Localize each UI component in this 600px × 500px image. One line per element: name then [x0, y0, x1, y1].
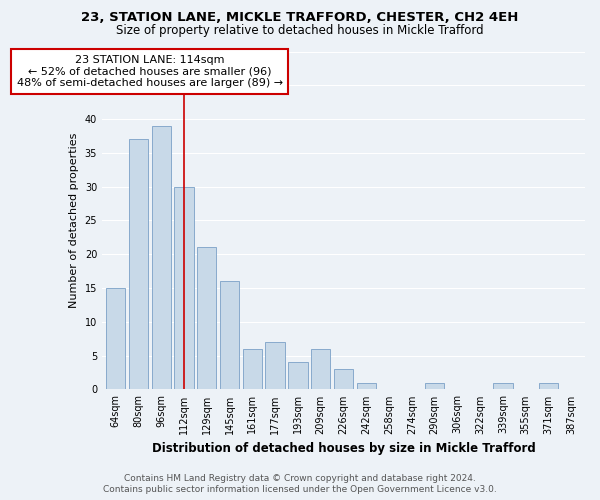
- X-axis label: Distribution of detached houses by size in Mickle Trafford: Distribution of detached houses by size …: [152, 442, 535, 455]
- Bar: [220, 282, 239, 390]
- Bar: [152, 126, 171, 390]
- Bar: [106, 288, 125, 390]
- Bar: [129, 140, 148, 390]
- Bar: [197, 248, 217, 390]
- Text: 23, STATION LANE, MICKLE TRAFFORD, CHESTER, CH2 4EH: 23, STATION LANE, MICKLE TRAFFORD, CHEST…: [82, 11, 518, 24]
- Bar: [334, 369, 353, 390]
- Bar: [175, 186, 194, 390]
- Bar: [493, 382, 512, 390]
- Bar: [311, 349, 331, 390]
- Text: Contains HM Land Registry data © Crown copyright and database right 2024.
Contai: Contains HM Land Registry data © Crown c…: [103, 474, 497, 494]
- Text: Size of property relative to detached houses in Mickle Trafford: Size of property relative to detached ho…: [116, 24, 484, 37]
- Y-axis label: Number of detached properties: Number of detached properties: [69, 133, 79, 308]
- Bar: [425, 382, 445, 390]
- Bar: [539, 382, 558, 390]
- Bar: [242, 349, 262, 390]
- Text: 23 STATION LANE: 114sqm
← 52% of detached houses are smaller (96)
48% of semi-de: 23 STATION LANE: 114sqm ← 52% of detache…: [17, 55, 283, 88]
- Bar: [356, 382, 376, 390]
- Bar: [265, 342, 285, 390]
- Bar: [288, 362, 308, 390]
